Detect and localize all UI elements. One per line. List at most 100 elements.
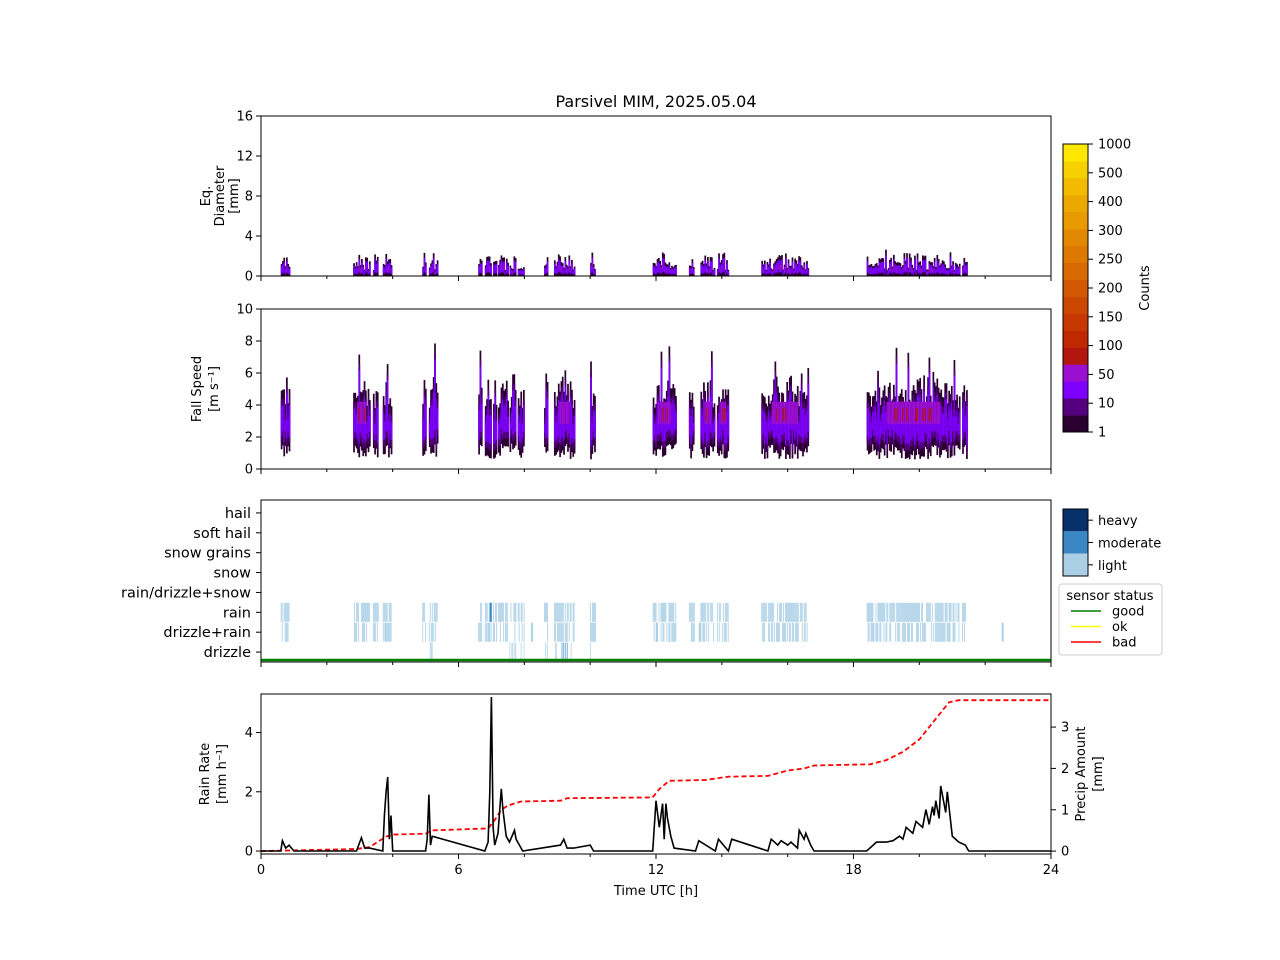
diameter-cell [555,268,557,275]
ptype-cell-drizzle-rain [911,622,912,642]
ptype-cell-drizzle-rain [930,622,932,642]
ptype-cell-rain [376,602,378,622]
fall-speed-cell [948,406,951,431]
colorbar-bin [1063,245,1088,264]
ptype-cell-rain [916,602,917,622]
ptype-cell-rain [374,602,376,622]
ptype-cell-rain [675,602,677,622]
fall-speed-cell [283,405,286,442]
fall-speed-cell [705,419,708,444]
ptype-cell-drizzle-rain [904,622,906,642]
diameter-cell [722,258,724,273]
ptype-cell-rain [950,602,952,622]
diameter-cell [375,263,378,274]
ptype-cell-drizzle-rain [358,622,359,642]
diameter-cell [790,267,793,275]
ptype-cell-rain [389,602,391,622]
ptype-cell-rain [779,602,780,622]
ptype-cell-drizzle-rain [592,622,593,642]
fall-speed-cell [665,408,668,421]
diameter-cell [569,268,572,275]
ptype-tick-label: drizzle+rain [163,625,251,641]
fall-speed-cell [656,401,659,435]
ptype-cell-drizzle-rain [932,622,934,642]
ptype-cell-rain [789,602,791,622]
diameter-cell [727,271,730,275]
fall-speed-cell [567,401,569,425]
ptype-cell-drizzle-rain [922,622,924,642]
fall-speed-cell [668,362,671,430]
fall-speed-cell [357,411,359,439]
ptype-cell-drizzle [590,642,591,662]
ptype-cell-rain [765,602,767,622]
diameter-cell [794,262,796,273]
ptype-cell-rain [868,602,870,622]
ptype-cell-rain [901,602,903,622]
diameter-cell [939,267,941,275]
ptype-cell-drizzle-rain [384,622,387,642]
ptype-cell-drizzle-rain [488,622,491,642]
ptype-cell-rain [921,602,923,622]
diameter-cell [545,269,548,273]
ptype-tick-label: hail [225,506,251,522]
diameter-cell [964,268,967,272]
ptype-cell-rain [704,602,706,622]
precip-amount-yticks: 0 1 2 3 [1051,721,1069,860]
ptype-cell-drizzle-rain [504,622,506,642]
ptype-cell-drizzle [514,642,516,662]
diameter-ylabel: Eq.Diameter[mm] [199,165,242,226]
ptype-cell-rain [481,602,483,622]
ptype-cell-drizzle-rain [909,622,910,642]
diameter-cell [936,259,939,273]
panel-precip-type: drizzle drizzle+rain rain rain/drizzle+snow… [121,499,1052,667]
ptype-cell-drizzle-rain [553,622,555,642]
ptype-cell-drizzle-rain [660,622,662,642]
diameter-cell [931,268,933,272]
ptype-cell-drizzle-rain [718,622,720,642]
fall-speed-cell [943,413,945,436]
diameter-cell [952,264,954,274]
ptype-cell-drizzle [431,642,433,662]
diameter-cell [517,270,520,275]
diameter-cell [879,263,882,274]
fall-speed-cell [778,401,781,425]
fall-speed-cell [553,407,556,442]
ptype-cell-drizzle-rain [889,622,891,642]
ptype-cell-drizzle-rain [666,622,668,642]
ptype-cell-drizzle-rain [721,622,723,642]
fall-speed-cell [500,403,503,430]
diameter-cell [912,269,915,275]
ptype-cell-drizzle-rain [905,622,907,642]
fall-speed-cell [879,421,882,439]
ptype-cell-rain [669,602,671,622]
fall-speed-cell [565,401,568,425]
ptype-cell-drizzle-rain [948,622,950,642]
ptype-cell-rain [869,602,871,622]
ptype-cell-rain [764,602,766,622]
diameter-cell [484,267,487,275]
colorbar-bin [1063,415,1088,433]
diameter-cell [435,266,438,274]
ptype-cell-rain [515,602,517,622]
ptype-cell-drizzle-rain [363,622,364,642]
ptype-cell-drizzle-rain [890,622,892,642]
ptype-cell-drizzle-rain [903,622,905,642]
rain-rate-ylabel: Rain Rate [mm h⁻¹] [198,743,230,806]
ptype-cell-rain [505,602,507,622]
ptype-cell-rain [288,602,290,622]
ptype-cell-drizzle-rain [554,622,556,642]
ptype-cell-drizzle-rain [806,622,808,642]
fall-speed-cell [705,408,708,421]
diameter-cell [501,261,504,273]
fall-speed-cell [954,416,957,432]
fall-speed-cell [893,401,895,425]
diameter-cell [878,262,881,273]
diameter-cell [791,261,794,273]
ptype-cell-rain [866,602,868,622]
diameter-cell [904,267,907,272]
fall-speed-cell [382,412,385,440]
ptype-cell-drizzle-rain [591,622,592,642]
ptype-tick-label: snow grains [164,546,251,562]
diameter-cell [487,260,490,273]
diameter-cell [707,261,709,273]
